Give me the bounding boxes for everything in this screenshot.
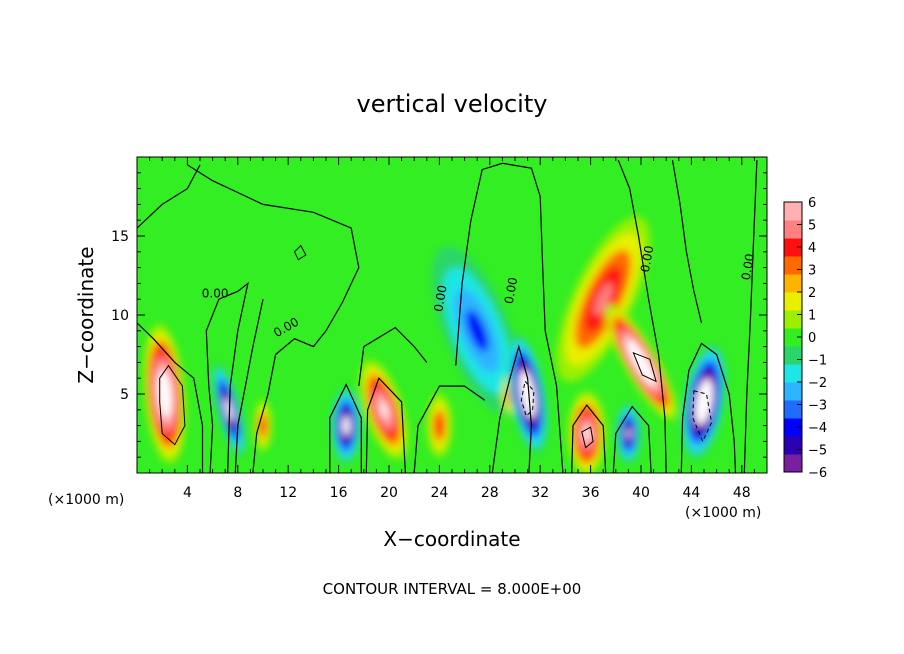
contour-line (617, 159, 667, 473)
colorbar-swatch (784, 418, 802, 437)
contour-label: 0.00 (202, 287, 229, 301)
x-axis-label: X−coordinate (383, 527, 520, 551)
colorbar-swatch (784, 454, 802, 473)
y-axis-label: Z−coordinate (74, 246, 98, 383)
x-tick-label: 16 (330, 485, 348, 501)
contour-line (491, 344, 533, 473)
colorbar-label: 0 (808, 331, 816, 346)
x-tick-label: 24 (430, 485, 448, 501)
contour-line (187, 164, 360, 473)
colorbar-label: 3 (808, 264, 816, 279)
contour-line (680, 342, 737, 473)
contour-line (329, 383, 362, 473)
contour-label: 0.00 (739, 253, 757, 282)
x-tick-label: 44 (682, 485, 700, 501)
colorbar-swatch (784, 310, 802, 329)
chart-title: vertical velocity (357, 90, 548, 118)
x-tick-label: 40 (632, 485, 650, 501)
contour-line (234, 299, 264, 473)
contour-line (205, 281, 249, 473)
x-tick-label: 8 (233, 485, 242, 501)
x-tick-label: 48 (733, 485, 751, 501)
x-ticks: 4 8 12 16 20 24 28 32 36 40 44 48 (149, 157, 768, 501)
contour-line (671, 160, 703, 324)
x-tick-label: 12 (279, 485, 297, 501)
contour-line (159, 364, 186, 446)
colorbar-swatch (784, 220, 802, 239)
colorbar-label: −4 (808, 421, 827, 436)
field-feature (568, 391, 606, 473)
contour-line (743, 160, 758, 473)
contour-label: 0.00 (502, 276, 520, 305)
contour-line (520, 380, 535, 418)
contour-line (293, 244, 307, 261)
colorbar-swatch (784, 256, 802, 275)
colorbar-label: 6 (808, 196, 816, 211)
colorbar-swatch (784, 346, 802, 365)
x-tick-label: 36 (582, 485, 600, 501)
colorbar-swatch (784, 274, 802, 293)
colorbar-label: 1 (808, 309, 816, 324)
contour-label: 0.00 (638, 245, 656, 274)
y-tick-label: 15 (111, 229, 129, 245)
colorbar-swatch (784, 400, 802, 419)
field-feature (359, 360, 408, 460)
contour-line (632, 352, 657, 383)
contour-line (612, 405, 652, 473)
colorbar-label: −3 (808, 399, 827, 414)
contour-label: 0.00 (431, 284, 449, 313)
contour-line (571, 404, 607, 473)
colorbar-label: −5 (808, 444, 827, 459)
colorbar-label: 2 (808, 286, 816, 301)
field-feature (331, 387, 362, 464)
contour-line (455, 162, 564, 473)
field-feature (615, 403, 641, 464)
contour-line (137, 164, 201, 229)
field-feature (605, 304, 677, 421)
contour-line (413, 385, 486, 473)
colorbar-swatch (784, 238, 802, 257)
x-tick-label: 4 (183, 485, 192, 501)
contour-line (692, 390, 713, 443)
field-feature (507, 334, 548, 454)
x-units-left: (×1000 m) (48, 492, 124, 508)
colorbar-label: −6 (808, 466, 827, 481)
x-units-right: (×1000 m) (685, 505, 761, 521)
contour-labels: 0.00 0.00 0.000.00 0.000.00 (202, 245, 757, 340)
colorbar-label: 5 (808, 219, 816, 234)
colorbar-swatch (784, 364, 802, 383)
field-feature (426, 393, 452, 458)
colorbar-swatch (784, 382, 802, 401)
y-tick-label: 10 (111, 308, 129, 324)
contour-line (137, 322, 204, 473)
x-tick-label: 28 (481, 485, 499, 501)
field-feature (681, 344, 727, 460)
contour-line (358, 326, 428, 387)
x-tick-label: 20 (380, 485, 398, 501)
plot-area: 0.00 0.00 0.000.00 0.000.00 4 8 12 16 20 24 28 32 3… (111, 156, 768, 501)
field-feature (431, 246, 523, 416)
colorbar-label: −2 (808, 376, 827, 391)
zero-contours (137, 159, 758, 473)
contour-line (365, 377, 406, 473)
contour-line (581, 426, 594, 449)
colorbar-swatch (784, 328, 802, 347)
colorbar: 6 5 4 3 2 1 0 −1 −2 −3 −4 −5 −6 (783, 196, 827, 481)
contour-interval-note: CONTOUR INTERVAL = 8.000E+00 (323, 580, 582, 598)
y-tick-label: 5 (120, 387, 129, 403)
field-feature (254, 399, 272, 452)
field-feature (556, 216, 650, 382)
colorbar-swatch (784, 202, 802, 221)
x-tick-label: 32 (531, 485, 549, 501)
colorbar-swatch (784, 436, 802, 455)
colorbar-swatch (784, 292, 802, 311)
colorbar-label: 4 (808, 241, 816, 256)
y-ticks: 5 10 15 (111, 172, 767, 458)
colorbar-label: −1 (808, 354, 827, 369)
